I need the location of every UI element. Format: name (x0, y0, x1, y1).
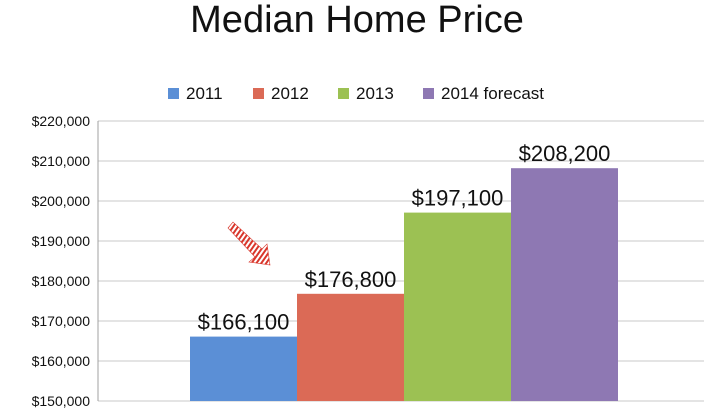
y-tick-label: $210,000 (32, 153, 91, 169)
legend-swatch (423, 88, 434, 99)
legend-swatch (253, 88, 264, 99)
legend-label: 2014 forecast (441, 84, 544, 103)
bar-2012 (297, 293, 404, 401)
y-axis-ticks: $150,000 $160,000 $170,000 $180,000 $190,000… (32, 113, 91, 409)
y-tick-label: $150,000 (32, 393, 91, 409)
bars (190, 168, 618, 401)
legend: 2011 2012 2013 2014 forecast (168, 84, 544, 103)
arrow-icon (227, 221, 271, 266)
y-tick-label: $200,000 (32, 193, 91, 209)
data-label: $166,100 (198, 310, 290, 335)
legend-label: 2012 (271, 84, 309, 103)
y-tick-label: $180,000 (32, 273, 91, 289)
chart-title: Median Home Price (190, 0, 524, 41)
legend-label: 2013 (356, 84, 394, 103)
bar-2011 (190, 336, 297, 401)
bar-2014-forecast (511, 168, 618, 401)
y-tick-label: $220,000 (32, 113, 91, 129)
data-labels: $166,100 $176,800 $197,100 $208,200 (198, 141, 611, 334)
data-label: $197,100 (412, 186, 504, 211)
legend-label: 2011 (186, 84, 223, 103)
legend-swatch (168, 88, 179, 99)
bar-2013 (404, 212, 511, 401)
y-tick-label: $160,000 (32, 353, 91, 369)
legend-swatch (338, 88, 349, 99)
data-label: $208,200 (519, 141, 611, 166)
y-tick-label: $170,000 (32, 313, 91, 329)
data-label: $176,800 (305, 267, 397, 292)
y-tick-label: $190,000 (32, 233, 91, 249)
